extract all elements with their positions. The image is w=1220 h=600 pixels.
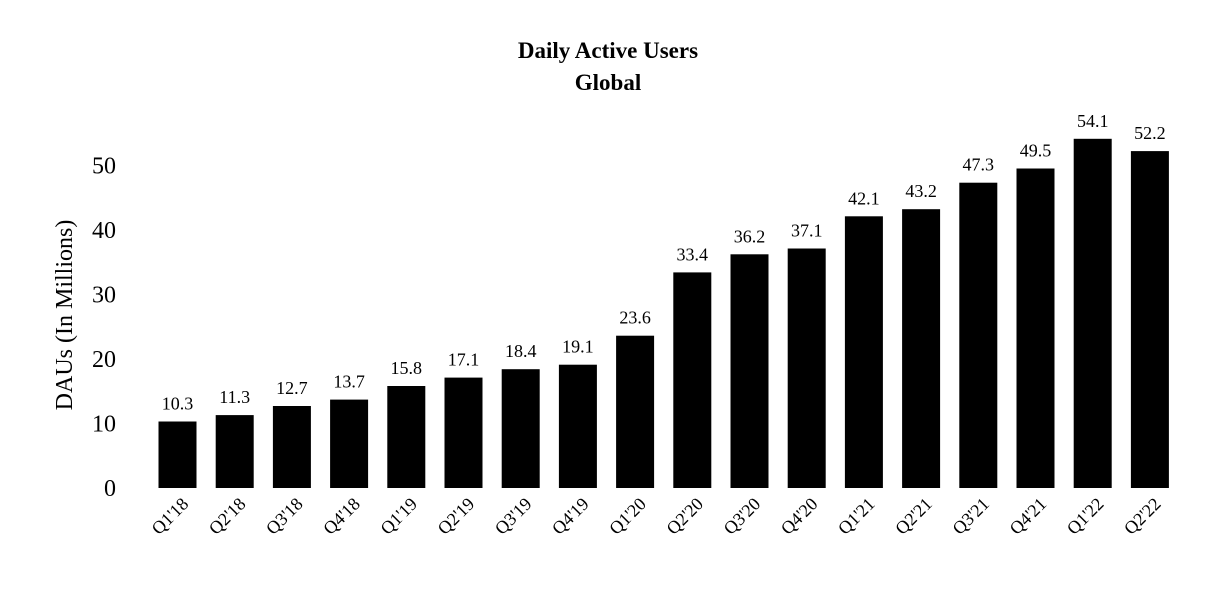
bar [215, 415, 254, 488]
y-tick-label: 20 [92, 347, 116, 373]
bar-value-label: 47.3 [963, 155, 995, 175]
bar-value-label: 37.1 [791, 221, 823, 241]
bar [959, 182, 998, 488]
bar-value-label: 17.1 [448, 350, 480, 370]
x-tick-label: Q3'19 [491, 494, 536, 539]
bar-value-label: 33.4 [677, 244, 709, 264]
bar-value-label: 23.6 [619, 308, 651, 328]
x-tick-label: Q1'19 [376, 494, 421, 539]
bar [844, 216, 883, 489]
x-axis: Q1'18 Q2'18 Q3'18 Q4'18 Q1'19 Q2'19 Q3'19 Q4'19… [148, 494, 1165, 539]
bar [616, 335, 655, 488]
bar [330, 399, 369, 488]
bar [787, 248, 826, 488]
bar-value-label: 13.7 [333, 372, 365, 392]
bar [558, 364, 597, 488]
bar [272, 406, 311, 488]
bar [501, 369, 540, 488]
y-tick-label: 50 [92, 153, 116, 179]
bar-value-label: 15.8 [391, 358, 423, 378]
x-tick-label: Q3'20 [720, 494, 765, 539]
y-tick-label: 10 [92, 411, 116, 437]
bar-value-label: 19.1 [562, 337, 594, 357]
bars-group [158, 138, 1169, 489]
x-tick-label: Q3'21 [948, 494, 993, 539]
y-axis-label: DAUs (In Millions) [52, 220, 78, 411]
x-tick-label: Q2'22 [1120, 494, 1165, 539]
bar [730, 254, 769, 488]
x-tick-label: Q1'18 [148, 494, 193, 539]
bar-value-label: 18.4 [505, 341, 537, 361]
x-tick-label: Q2'21 [891, 494, 936, 539]
bar [1130, 151, 1169, 488]
chart-title: Daily Active Users [518, 38, 698, 63]
bar-value-label: 12.7 [276, 378, 308, 398]
bar-value-label: 36.2 [734, 226, 766, 246]
bar-value-label: 11.3 [219, 387, 250, 407]
bar [673, 272, 712, 488]
bar-value-label: 52.2 [1134, 123, 1166, 143]
chart-subtitle: Global [575, 70, 641, 95]
bar-value-label: 42.1 [848, 188, 880, 208]
x-tick-label: Q2'20 [662, 494, 707, 539]
data-labels-group: 10.3 11.3 12.7 13.7 15.8 17.1 18.4 19.1 23.6 33.4… [162, 111, 1166, 414]
x-tick-label: Q3'18 [262, 494, 307, 539]
x-tick-label: Q4'20 [777, 494, 822, 539]
bar [387, 386, 426, 488]
bar [158, 421, 197, 488]
bar [1073, 138, 1112, 489]
x-tick-label: Q1'21 [834, 494, 879, 539]
bar [902, 209, 941, 488]
x-tick-label: Q4'18 [319, 494, 364, 539]
x-tick-label: Q2'18 [205, 494, 250, 539]
bar [1016, 168, 1055, 488]
bar [444, 377, 483, 488]
bar-value-label: 43.2 [905, 181, 937, 201]
x-tick-label: Q4'21 [1006, 494, 1051, 539]
x-tick-label: Q2'19 [434, 494, 479, 539]
y-axis: 0 10 20 30 40 50 [92, 153, 116, 502]
bar-value-label: 10.3 [162, 394, 194, 414]
x-tick-label: Q4'19 [548, 494, 593, 539]
y-tick-label: 40 [92, 218, 116, 244]
x-tick-label: Q1'22 [1063, 494, 1108, 539]
bar-value-label: 49.5 [1020, 141, 1052, 161]
y-tick-label: 30 [92, 282, 116, 308]
y-tick-label: 0 [104, 476, 116, 502]
x-tick-label: Q1'20 [605, 494, 650, 539]
bar-value-label: 54.1 [1077, 111, 1109, 131]
